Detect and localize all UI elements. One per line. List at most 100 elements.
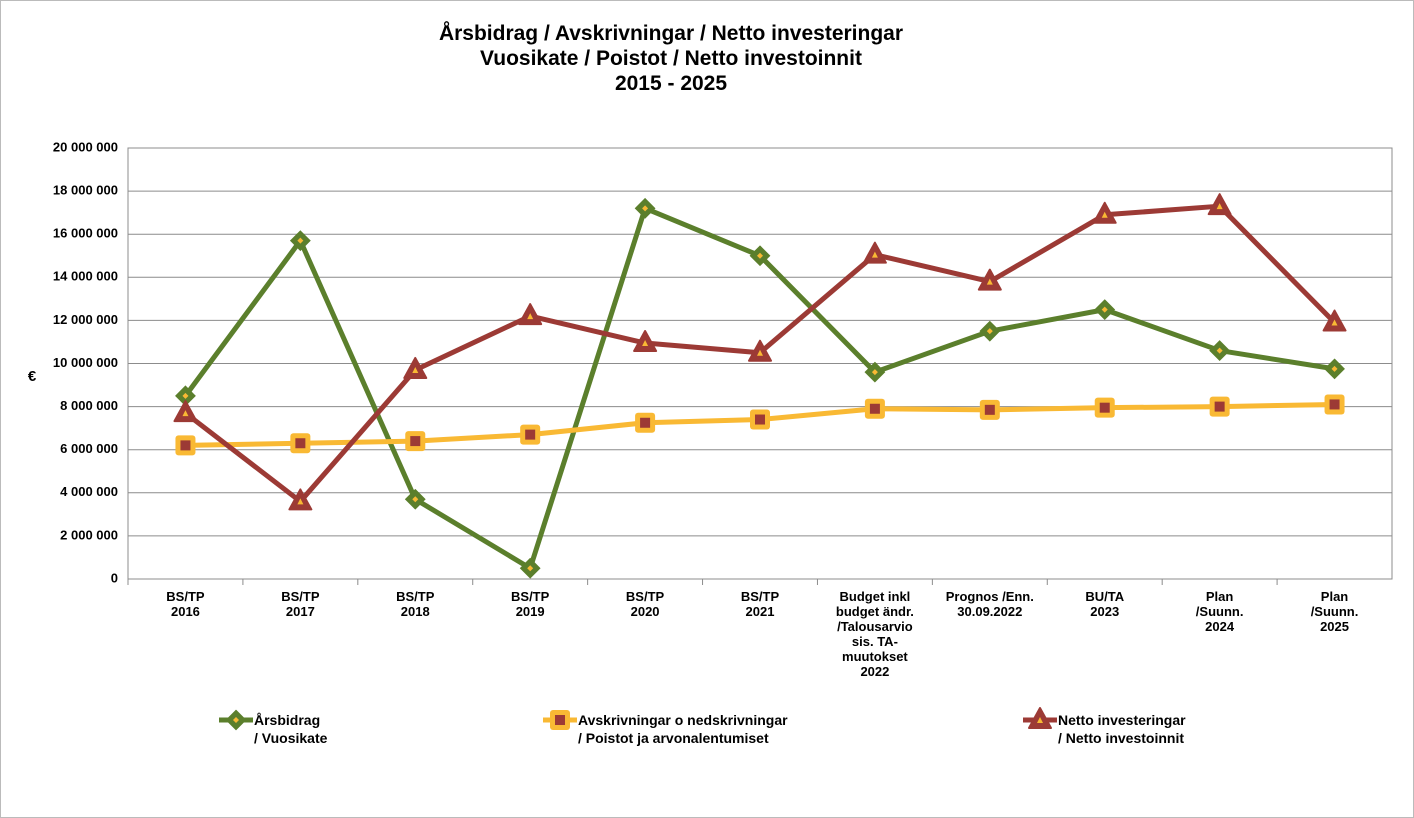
marker — [748, 339, 772, 362]
x-tick-label: BS/TP 2017 — [281, 589, 320, 619]
marker — [288, 488, 313, 511]
marker — [405, 431, 426, 452]
marker — [1094, 397, 1115, 418]
marker-part — [412, 496, 419, 503]
x-tick-label: BS/TP 2021 — [740, 589, 780, 619]
marker-part — [555, 715, 565, 725]
marker-part — [986, 278, 993, 285]
chart-title: Årsbidrag / Avskrivningar / Netto invest… — [438, 22, 904, 95]
legend-label: Årsbidrag / Vuosikate — [254, 712, 328, 746]
marker-part — [1099, 402, 1110, 413]
y-tick-label: 6 000 000 — [60, 441, 118, 456]
marker-part — [1329, 399, 1340, 410]
marker — [175, 435, 196, 456]
marker — [1209, 340, 1231, 361]
x-tick-label: BS/TP 2019 — [511, 589, 550, 619]
x-tick-label: Budget inkl budget ändr. /Talousarvio si… — [835, 589, 914, 679]
marker — [1322, 309, 1347, 332]
marker — [520, 424, 541, 445]
x-tick-label: BS/TP 2020 — [625, 589, 665, 619]
y-tick-label: 14 000 000 — [53, 269, 118, 284]
marker-part — [295, 438, 306, 449]
marker — [518, 303, 543, 326]
x-tick-label: Prognos /Enn. 30.09.2022 — [945, 589, 1034, 619]
marker — [550, 710, 570, 730]
marker — [864, 361, 886, 383]
marker — [979, 320, 1001, 342]
y-tick-label: 18 000 000 — [53, 183, 118, 198]
marker — [404, 488, 426, 510]
marker-part — [412, 366, 419, 373]
marker — [1324, 358, 1345, 380]
marker-part — [1214, 401, 1225, 412]
x-tick-label: BS/TP 2016 — [166, 589, 205, 619]
marker — [1094, 299, 1116, 321]
marker-part — [1216, 347, 1223, 354]
marker-part — [757, 349, 763, 356]
marker-part — [1037, 717, 1043, 723]
marker-part — [642, 205, 649, 212]
marker — [1209, 396, 1230, 417]
marker-part — [871, 251, 878, 258]
marker-part — [755, 414, 765, 425]
marker-part — [871, 369, 878, 376]
marker — [635, 412, 656, 433]
y-axis-label: € — [28, 368, 37, 385]
marker — [1207, 193, 1232, 216]
marker — [864, 398, 885, 419]
marker-part — [1101, 211, 1108, 218]
marker-part — [180, 440, 191, 451]
marker — [225, 709, 247, 731]
marker — [977, 268, 1002, 291]
marker-part — [984, 404, 995, 415]
marker-part — [1331, 319, 1338, 326]
marker-part — [642, 340, 649, 347]
y-tick-label: 20 000 000 — [53, 139, 118, 154]
y-tick-label: 4 000 000 — [60, 484, 118, 499]
marker-part — [986, 328, 993, 335]
plot-border — [127, 147, 1393, 580]
marker — [979, 399, 1000, 420]
marker — [634, 197, 656, 219]
marker — [1028, 707, 1052, 729]
y-tick-label: 16 000 000 — [53, 226, 118, 241]
marker-part — [869, 403, 880, 414]
y-tick-label: 12 000 000 — [53, 312, 118, 327]
marker-part — [182, 410, 189, 417]
marker — [633, 330, 658, 353]
legend-label: Netto investeringar / Netto investoinnit — [1058, 712, 1186, 746]
marker-part — [527, 565, 534, 572]
y-tick-label: 2 000 000 — [60, 527, 118, 542]
legend-label: Avskrivningar o nedskrivningar / Poistot… — [578, 712, 788, 746]
y-tick-label: 0 — [111, 570, 118, 585]
x-tick-label: Plan /Suunn. 2024 — [1195, 589, 1244, 634]
marker-part — [182, 392, 189, 399]
marker — [289, 230, 311, 252]
marker-part — [757, 252, 763, 259]
marker-part — [640, 417, 651, 428]
x-tick-label: Plan /Suunn. 2025 — [1310, 589, 1359, 634]
marker — [290, 433, 311, 454]
marker-part — [297, 237, 304, 244]
marker — [1092, 201, 1117, 224]
marker-part — [410, 436, 421, 447]
marker-part — [525, 429, 536, 440]
marker-part — [1216, 203, 1223, 210]
marker — [749, 245, 771, 267]
x-tick-label: BS/TP 2018 — [396, 589, 435, 619]
marker-part — [233, 717, 239, 723]
marker-part — [297, 498, 304, 505]
marker — [519, 557, 541, 579]
x-tick-label: BU/TA 2023 — [1085, 589, 1125, 619]
y-tick-label: 8 000 000 — [60, 398, 118, 413]
marker — [403, 356, 428, 379]
marker — [173, 400, 198, 423]
marker-part — [1331, 365, 1338, 372]
y-tick-label: 10 000 000 — [53, 355, 118, 370]
marker-part — [1101, 306, 1108, 313]
marker — [750, 409, 770, 430]
marker — [1324, 394, 1345, 415]
marker-part — [527, 313, 534, 320]
